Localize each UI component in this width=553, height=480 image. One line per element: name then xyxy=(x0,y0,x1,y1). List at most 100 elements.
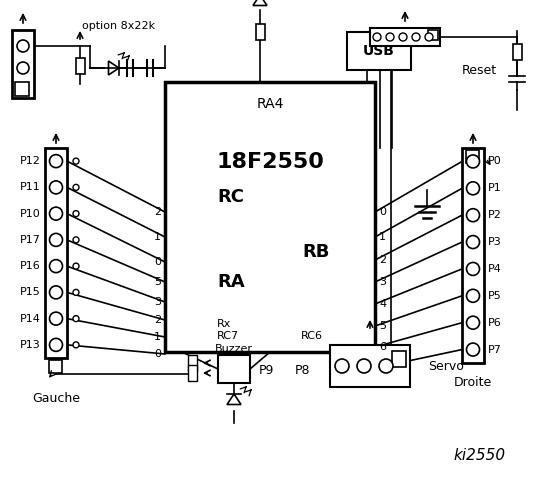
Text: 2: 2 xyxy=(154,207,161,217)
Circle shape xyxy=(50,233,62,246)
Text: P11: P11 xyxy=(20,182,41,192)
Text: P3: P3 xyxy=(488,237,502,247)
Bar xyxy=(347,32,411,70)
Text: Rx: Rx xyxy=(217,319,231,329)
Circle shape xyxy=(50,260,62,273)
Text: 4: 4 xyxy=(379,299,386,309)
Text: 18F2550: 18F2550 xyxy=(216,152,324,172)
Text: 3: 3 xyxy=(154,297,161,307)
Bar xyxy=(15,82,29,96)
Bar xyxy=(255,24,264,40)
Circle shape xyxy=(386,33,394,41)
Circle shape xyxy=(467,155,479,168)
Bar xyxy=(45,148,67,358)
Text: RC7: RC7 xyxy=(217,331,239,341)
Text: P6: P6 xyxy=(488,318,502,328)
Text: RA: RA xyxy=(217,273,244,291)
Bar xyxy=(370,28,440,46)
Bar xyxy=(49,360,62,373)
Bar xyxy=(466,150,479,163)
Text: RA4: RA4 xyxy=(256,97,284,111)
Circle shape xyxy=(73,289,79,295)
Circle shape xyxy=(50,338,62,351)
Circle shape xyxy=(467,343,479,356)
Text: 1: 1 xyxy=(154,332,161,342)
Circle shape xyxy=(73,158,79,164)
Bar xyxy=(428,30,438,40)
Circle shape xyxy=(50,181,62,194)
Circle shape xyxy=(467,316,479,329)
Bar xyxy=(462,148,484,363)
Bar xyxy=(12,30,34,98)
Text: USB: USB xyxy=(363,44,395,58)
Text: P0: P0 xyxy=(488,156,502,167)
Text: P2: P2 xyxy=(488,210,502,220)
Circle shape xyxy=(373,33,381,41)
Text: P17: P17 xyxy=(20,235,41,245)
Text: Buzzer: Buzzer xyxy=(215,344,253,354)
Circle shape xyxy=(467,263,479,276)
Circle shape xyxy=(73,184,79,191)
Text: option 8x22k: option 8x22k xyxy=(82,21,155,31)
Text: P1: P1 xyxy=(488,183,502,193)
Text: RB: RB xyxy=(302,243,330,261)
Circle shape xyxy=(399,33,407,41)
Bar xyxy=(392,351,406,367)
Text: 0: 0 xyxy=(154,257,161,267)
Circle shape xyxy=(467,182,479,195)
Circle shape xyxy=(73,263,79,269)
Text: P7: P7 xyxy=(488,345,502,355)
Text: P12: P12 xyxy=(20,156,41,166)
Bar xyxy=(218,355,250,383)
Circle shape xyxy=(412,33,420,41)
Circle shape xyxy=(50,286,62,299)
Circle shape xyxy=(73,237,79,243)
Bar xyxy=(187,355,196,371)
Text: 5: 5 xyxy=(154,277,161,287)
Text: P14: P14 xyxy=(20,313,41,324)
Text: 3: 3 xyxy=(379,277,386,287)
Text: Reset: Reset xyxy=(461,63,497,76)
Bar xyxy=(513,44,521,60)
Circle shape xyxy=(50,155,62,168)
Circle shape xyxy=(73,342,79,348)
Circle shape xyxy=(17,62,29,74)
Bar xyxy=(330,345,410,387)
Bar xyxy=(165,82,375,352)
Text: P9: P9 xyxy=(258,363,274,376)
Text: 2: 2 xyxy=(154,315,161,325)
Bar xyxy=(76,58,85,74)
Text: RC6: RC6 xyxy=(301,331,323,341)
Circle shape xyxy=(467,289,479,302)
Text: P10: P10 xyxy=(20,209,41,218)
Text: Droite: Droite xyxy=(454,376,492,389)
Text: P5: P5 xyxy=(488,291,502,301)
Text: 5: 5 xyxy=(379,321,386,331)
Text: 0: 0 xyxy=(379,207,386,217)
Bar xyxy=(187,365,196,381)
Text: Gauche: Gauche xyxy=(32,392,80,405)
Text: 1: 1 xyxy=(154,232,161,242)
Circle shape xyxy=(379,359,393,373)
Circle shape xyxy=(335,359,349,373)
Text: 1: 1 xyxy=(379,232,386,242)
Text: P13: P13 xyxy=(20,340,41,350)
Text: Servo: Servo xyxy=(428,360,464,372)
Circle shape xyxy=(357,359,371,373)
Circle shape xyxy=(50,207,62,220)
Circle shape xyxy=(467,236,479,249)
Text: 0: 0 xyxy=(154,349,161,359)
Circle shape xyxy=(50,312,62,325)
Circle shape xyxy=(425,33,433,41)
Text: 7: 7 xyxy=(379,363,386,373)
Circle shape xyxy=(467,209,479,222)
Circle shape xyxy=(73,211,79,216)
Text: ki2550: ki2550 xyxy=(454,447,506,463)
Text: 6: 6 xyxy=(379,342,386,352)
Text: 2: 2 xyxy=(379,255,386,265)
Text: P16: P16 xyxy=(20,261,41,271)
Circle shape xyxy=(17,40,29,52)
Text: P15: P15 xyxy=(20,288,41,298)
Circle shape xyxy=(73,316,79,322)
Text: RC: RC xyxy=(217,188,244,206)
